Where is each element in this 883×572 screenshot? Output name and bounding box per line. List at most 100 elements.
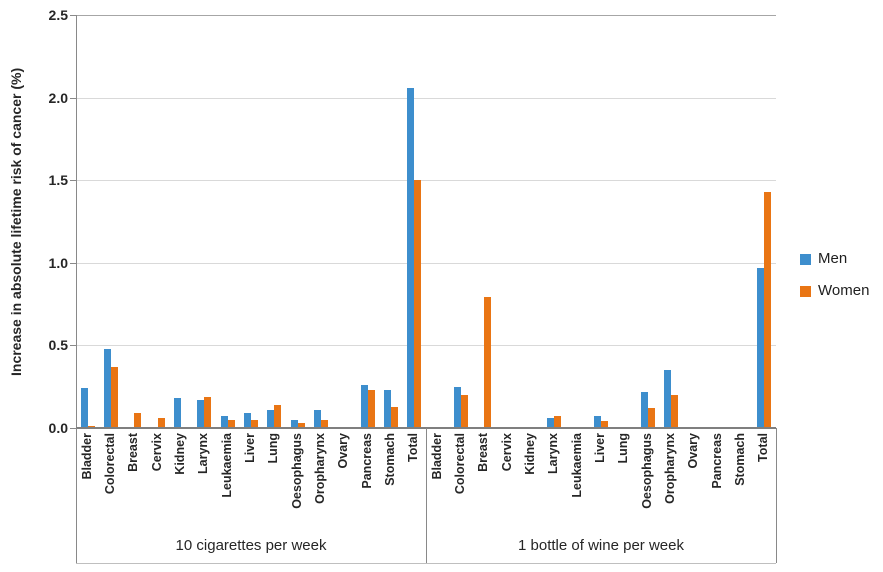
category-label: Breast <box>126 433 141 472</box>
category-label: Oesophagus <box>639 433 654 509</box>
group-separator <box>426 428 427 563</box>
group-separator <box>76 428 77 563</box>
group-label-wine: 1 bottle of wine per week <box>518 537 684 554</box>
category-label: Lung <box>616 433 631 464</box>
legend-entry-women: Women <box>800 282 869 300</box>
bar-women-leukaemia <box>227 419 235 427</box>
bar-women-oropharynx <box>671 394 678 427</box>
gridline <box>76 15 776 16</box>
y-tick-label: 2.0 <box>48 89 68 106</box>
category-label: Bladder <box>429 433 444 480</box>
category-label: Pancreas <box>359 433 374 489</box>
bar-men-oesophagus <box>640 391 648 427</box>
y-tick-label: 1.0 <box>48 254 68 271</box>
bar-women-bladder <box>87 426 95 427</box>
bar-women-colorectal <box>461 394 468 427</box>
group-separator <box>776 428 777 563</box>
category-label: Total <box>756 433 771 462</box>
women-color-swatch <box>800 285 811 297</box>
bar-women-lung <box>274 404 282 427</box>
y-tick-mark <box>70 428 76 429</box>
category-label: Colorectal <box>103 433 117 495</box>
group-box-bottom <box>76 563 776 564</box>
bar-men-kidney <box>174 398 181 427</box>
bar-women-colorectal <box>111 366 118 427</box>
y-tick-label: 1.5 <box>48 172 68 189</box>
category-label: Pancreas <box>709 433 724 489</box>
bar-men-lung <box>267 409 275 427</box>
category-label: Kidney <box>523 433 537 475</box>
legend: Men Women <box>800 250 869 314</box>
bar-women-liver <box>601 421 608 427</box>
category-label: Ovary <box>686 433 701 469</box>
bar-women-cervix <box>157 418 165 427</box>
category-label: Oropharynx <box>663 433 677 504</box>
gridline <box>76 180 776 182</box>
bar-women-pancreas <box>367 390 375 427</box>
category-label: Kidney <box>173 433 187 475</box>
bar-women-larynx <box>554 416 562 427</box>
category-label: Total <box>406 433 421 462</box>
gridline <box>76 345 776 347</box>
category-label: Bladder <box>79 433 94 480</box>
category-label: Larynx <box>546 433 561 474</box>
bar-men-stomach <box>384 390 391 427</box>
y-tick-mark <box>70 262 76 264</box>
y-tick-mark <box>70 15 76 16</box>
bar-men-oropharynx <box>664 370 671 427</box>
category-label: Leukaemia <box>569 433 584 498</box>
bar-women-liver <box>251 419 258 427</box>
bar-women-oesophagus <box>297 423 305 427</box>
legend-label-women: Women <box>818 282 870 299</box>
category-label: Stomach <box>383 433 397 486</box>
bar-men-colorectal <box>454 386 461 427</box>
legend-label-men: Men <box>818 250 848 267</box>
bar-men-total <box>757 267 765 427</box>
bar-women-total <box>764 191 772 427</box>
category-label: Liver <box>593 433 607 463</box>
bar-men-oesophagus <box>290 419 298 427</box>
y-tick-mark <box>70 345 76 347</box>
category-label: Colorectal <box>453 433 467 495</box>
bar-men-colorectal <box>104 348 111 427</box>
category-label: Breast <box>476 433 491 472</box>
category-label: Stomach <box>733 433 747 486</box>
bar-women-total <box>414 180 422 427</box>
bar-women-stomach <box>391 406 398 427</box>
bar-men-larynx <box>197 399 205 427</box>
bar-women-larynx <box>204 396 212 427</box>
men-color-swatch <box>800 253 811 265</box>
y-tick-label: 0.0 <box>48 420 68 436</box>
bar-men-liver <box>594 416 601 427</box>
group-label-cigarettes: 10 cigarettes per week <box>175 537 327 554</box>
bar-men-leukaemia <box>220 416 228 427</box>
category-label: Cervix <box>149 433 164 472</box>
bar-women-breast <box>134 413 142 427</box>
bar-men-oropharynx <box>314 409 321 427</box>
category-label: Cervix <box>499 433 514 472</box>
bar-women-breast <box>484 297 492 427</box>
category-label: Ovary <box>336 433 351 469</box>
category-label: Oesophagus <box>289 433 304 509</box>
bar-men-larynx <box>547 418 555 427</box>
y-axis-title: Increase in absolute lifetime risk of ca… <box>8 67 24 376</box>
category-label: Lung <box>266 433 281 464</box>
category-label: Oropharynx <box>313 433 327 504</box>
y-tick-label: 2.5 <box>48 7 68 23</box>
gridline <box>76 262 776 264</box>
bar-women-oropharynx <box>321 419 328 427</box>
y-axis-line <box>76 15 77 428</box>
legend-entry-men: Men <box>800 250 869 268</box>
bar-women-oesophagus <box>647 408 655 427</box>
bar-men-pancreas <box>360 385 368 427</box>
category-label: Larynx <box>196 433 211 474</box>
bar-men-total <box>407 87 415 427</box>
y-tick-mark <box>70 97 76 99</box>
bar-men-liver <box>244 413 251 427</box>
y-tick-label: 0.5 <box>48 337 68 354</box>
y-tick-mark <box>70 180 76 182</box>
category-label: Liver <box>243 433 257 463</box>
category-label: Leukaemia <box>219 433 234 498</box>
gridline <box>76 97 776 99</box>
